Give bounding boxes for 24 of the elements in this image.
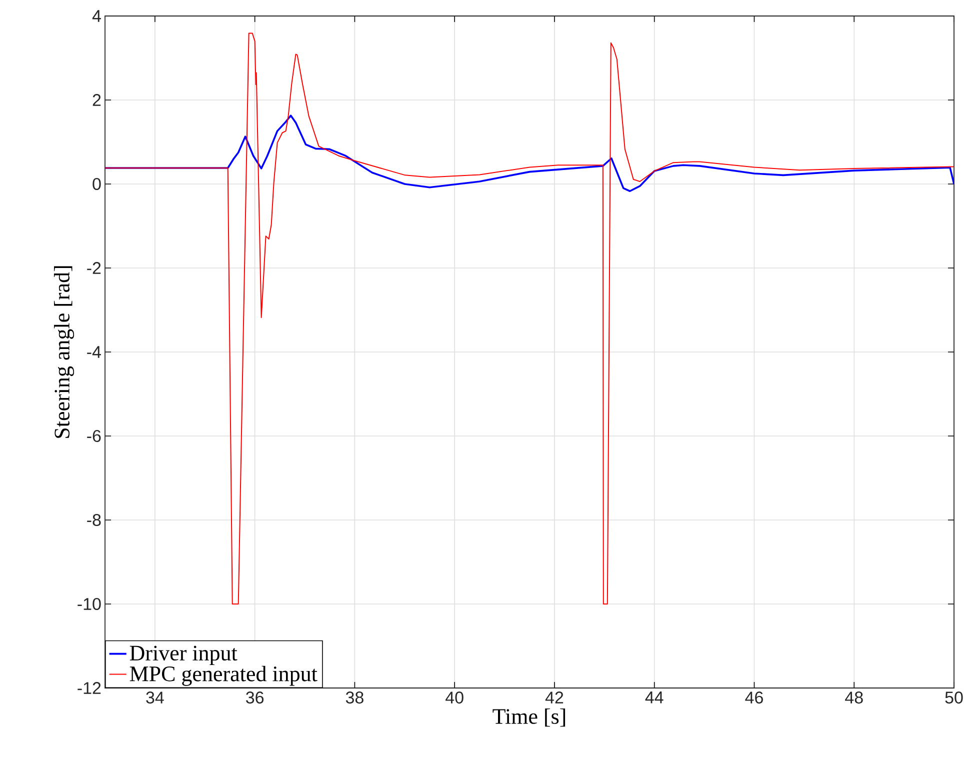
y-tick-label: -2 bbox=[87, 262, 101, 274]
y-tick-label: -10 bbox=[78, 598, 101, 610]
legend-label: Driver input bbox=[130, 646, 238, 666]
y-tick-label: 4 bbox=[92, 10, 101, 22]
x-tick-label: 40 bbox=[446, 692, 464, 704]
x-tick-label: 44 bbox=[645, 692, 664, 704]
y-tick-label: -6 bbox=[87, 430, 101, 442]
x-tick-label: 34 bbox=[146, 692, 164, 704]
y-tick-label: -4 bbox=[87, 346, 101, 358]
line-series bbox=[105, 32, 954, 604]
x-tick-label: 36 bbox=[246, 692, 264, 704]
y-axis-title: Steering angle [rad] bbox=[54, 266, 74, 438]
x-tick-label: 46 bbox=[745, 692, 763, 704]
y-tick-label: 2 bbox=[92, 94, 101, 106]
x-tick-label: 48 bbox=[845, 692, 863, 704]
y-tick-label: -8 bbox=[87, 514, 101, 526]
x-tick-label: 50 bbox=[945, 692, 963, 704]
x-axis-title: Time [s] bbox=[492, 708, 566, 727]
y-tick-label: 0 bbox=[92, 178, 101, 190]
line-series bbox=[105, 114, 954, 192]
x-tick-label: 38 bbox=[346, 692, 364, 704]
x-tick-label: 42 bbox=[545, 692, 564, 704]
legend-label: MPC generated input bbox=[130, 666, 318, 686]
y-tick-label: -12 bbox=[78, 682, 101, 694]
